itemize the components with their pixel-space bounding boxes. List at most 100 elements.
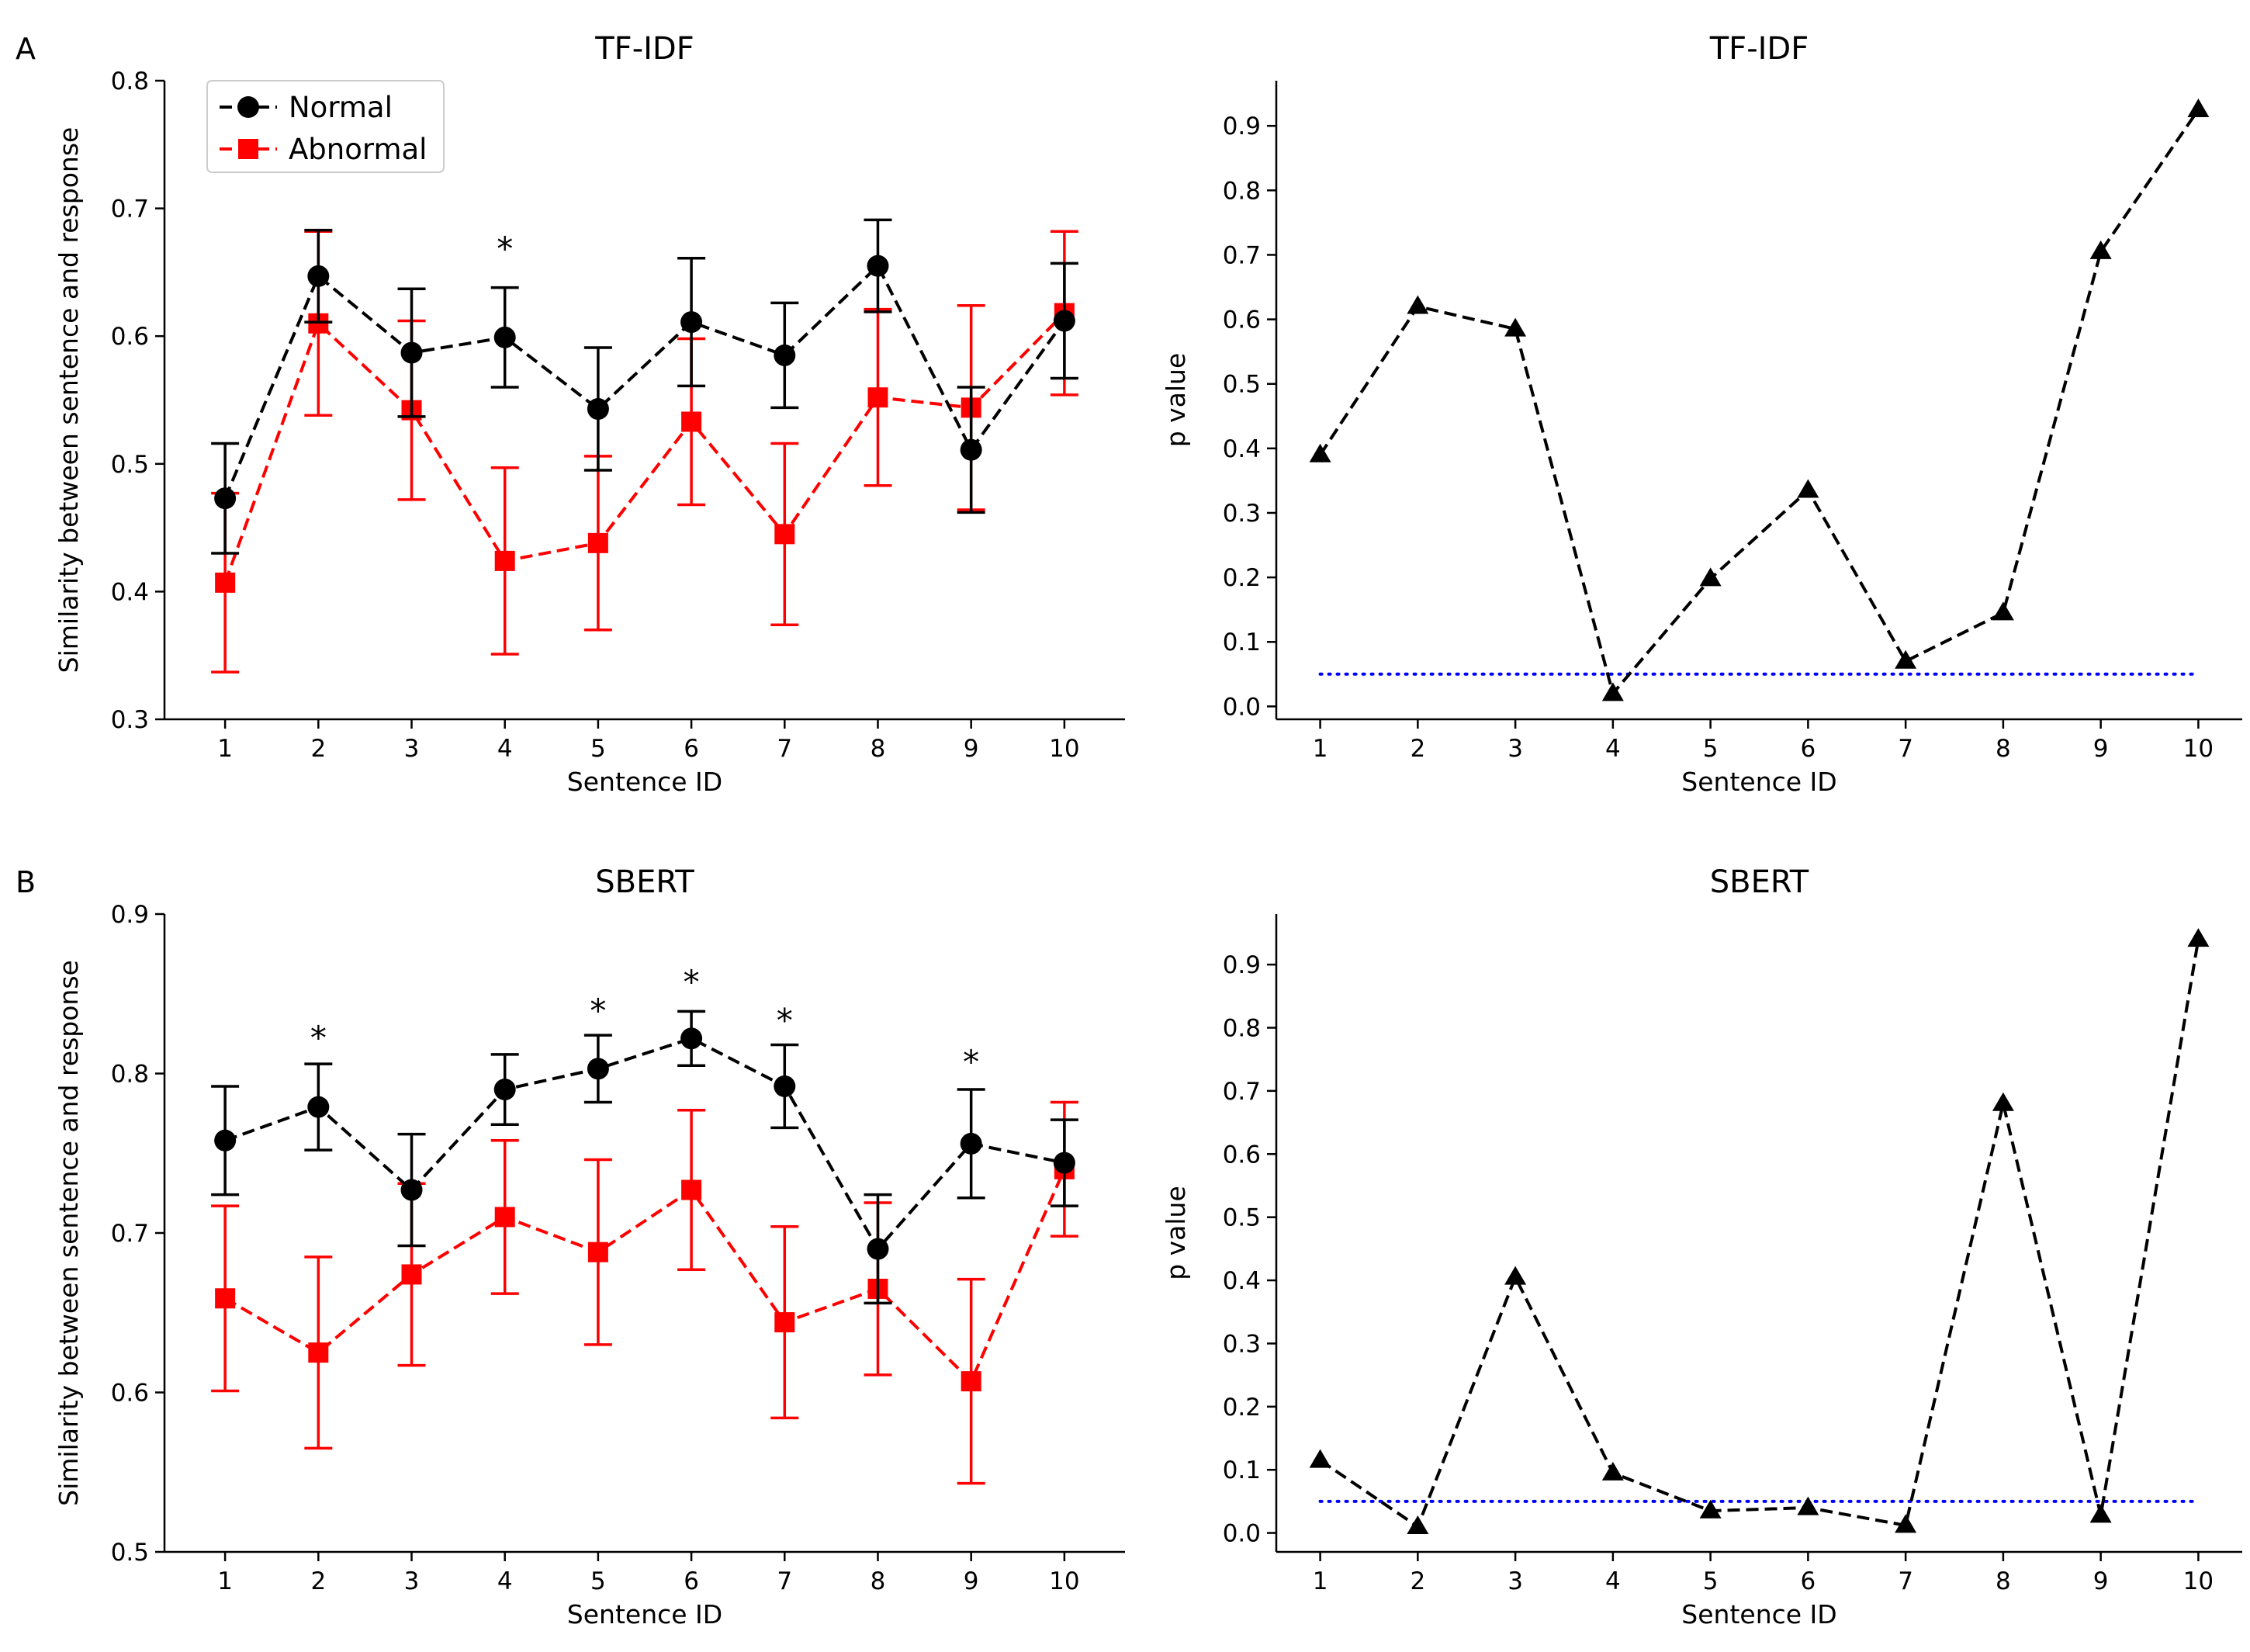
x-tick-label: 7 <box>777 735 792 763</box>
chart-panel-A-right: TF-IDF 0.0 0.1 0.2 0.3 0.4 0.5 0.6 0.7 0.8 0.9 1 2 3 4… <box>1161 31 2242 797</box>
series-line <box>1318 109 2200 697</box>
series-line <box>224 1037 1065 1252</box>
data-point <box>961 1371 981 1392</box>
legend-label: Normal <box>289 91 393 124</box>
data-point <box>400 1179 423 1201</box>
significance-star: * <box>963 1043 979 1081</box>
y-tick-label: 0.0 <box>1223 1520 1261 1548</box>
y-axis-label: p value <box>1161 1186 1191 1280</box>
data-point <box>493 1079 516 1101</box>
data-point <box>1407 1515 1429 1535</box>
x-tick-label: 4 <box>497 735 513 763</box>
x-tick-label: 4 <box>1605 1567 1621 1595</box>
data-point <box>494 1207 515 1228</box>
panel-letter: B <box>16 865 36 899</box>
x-tick-label: 3 <box>1508 1567 1523 1595</box>
data-point <box>214 1129 237 1152</box>
data-point <box>493 326 516 348</box>
y-tick-label: 0.6 <box>1223 1141 1261 1169</box>
y-tick-label: 0.4 <box>111 578 149 606</box>
y-tick-label: 0.6 <box>111 323 149 351</box>
y-tick-label: 0.6 <box>1223 307 1261 334</box>
data-point <box>214 487 237 510</box>
x-tick-label: 8 <box>871 1567 886 1595</box>
x-tick-label: 10 <box>1049 735 1079 763</box>
chart-panel-B-right: SBERT 0.0 0.1 0.2 0.3 0.4 0.5 0.6 0.7 0.8 0.9 1 2 3 4 5… <box>1161 864 2242 1629</box>
x-tick-label: 9 <box>964 735 979 763</box>
y-tick-label: 0.1 <box>1223 629 1261 656</box>
data-point <box>401 1264 422 1285</box>
series-abnormal <box>211 1100 1078 1485</box>
x-axis-label: Sentence ID <box>1681 767 1836 797</box>
data-point <box>867 1238 889 1260</box>
legend-marker <box>237 96 259 118</box>
data-point <box>1504 317 1527 337</box>
x-tick-label: 8 <box>1996 1567 2011 1595</box>
x-tick-label: 2 <box>310 735 326 763</box>
data-point <box>215 1288 236 1309</box>
y-axis-label: Similarity between sentence and response <box>54 960 84 1506</box>
data-point <box>1601 682 1624 701</box>
data-point <box>680 1027 703 1050</box>
data-point <box>1053 310 1075 332</box>
chart-title: SBERT <box>595 864 694 900</box>
chart-title: SBERT <box>1710 864 1809 900</box>
data-point <box>960 438 982 461</box>
data-point <box>1053 1152 1075 1174</box>
y-tick-label: 0.3 <box>111 706 149 734</box>
x-tick-label: 3 <box>1508 735 1523 763</box>
legend-label: Abnormal <box>289 133 427 166</box>
y-tick-label: 0.5 <box>1223 371 1261 399</box>
y-tick-label: 0.1 <box>1223 1456 1261 1484</box>
significance-star: * <box>684 963 700 1001</box>
x-tick-label: 3 <box>404 735 420 763</box>
x-tick-label: 1 <box>217 735 233 763</box>
data-point <box>1601 1461 1624 1481</box>
data-point <box>587 532 608 553</box>
data-point <box>1797 1496 1819 1515</box>
legend: Normal Abnormal <box>206 80 445 173</box>
data-point <box>774 344 796 366</box>
x-tick-label: 3 <box>404 1567 420 1595</box>
data-point <box>587 1242 608 1262</box>
x-axis-label: Sentence ID <box>1681 1599 1836 1629</box>
data-point <box>1699 1499 1722 1519</box>
y-tick-label: 0.5 <box>111 1539 149 1567</box>
y-tick-label: 0.7 <box>1223 241 1261 269</box>
x-tick-label: 2 <box>1410 1567 1425 1595</box>
series-normal <box>211 1010 1078 1305</box>
x-tick-label: 1 <box>217 1567 233 1595</box>
x-axis-label: Sentence ID <box>567 1599 722 1629</box>
x-tick-label: 6 <box>1801 735 1816 763</box>
data-point <box>307 1096 330 1118</box>
data-point <box>1895 1514 1917 1533</box>
y-tick-label: 0.6 <box>111 1380 149 1408</box>
x-tick-label: 2 <box>310 1567 326 1595</box>
x-tick-label: 1 <box>1313 735 1328 763</box>
x-tick-label: 10 <box>2183 1567 2214 1595</box>
data-point <box>2187 928 2210 947</box>
y-tick-label: 0.5 <box>1223 1204 1261 1232</box>
series-line <box>223 263 1066 500</box>
data-point <box>215 572 236 593</box>
x-tick-label: 7 <box>1898 1567 1913 1595</box>
x-axis-label: Sentence ID <box>567 767 722 797</box>
data-point <box>680 311 703 334</box>
y-tick-label: 0.8 <box>1223 1014 1261 1042</box>
data-point <box>400 341 423 364</box>
y-tick-label: 0.9 <box>1223 951 1261 979</box>
data-point <box>681 411 702 432</box>
chart-title: TF-IDF <box>1709 31 1809 67</box>
series-line <box>1319 939 2200 1529</box>
legend-marker <box>238 139 258 159</box>
x-tick-label: 10 <box>1049 1567 1079 1595</box>
significance-star: * <box>590 992 606 1030</box>
y-tick-label: 0.2 <box>1223 1394 1261 1422</box>
data-point <box>308 1342 329 1363</box>
data-point <box>494 550 515 571</box>
x-tick-label: 1 <box>1313 1567 1328 1595</box>
data-point <box>774 1312 795 1333</box>
data-point <box>960 1132 982 1155</box>
data-point <box>1992 1092 2014 1111</box>
